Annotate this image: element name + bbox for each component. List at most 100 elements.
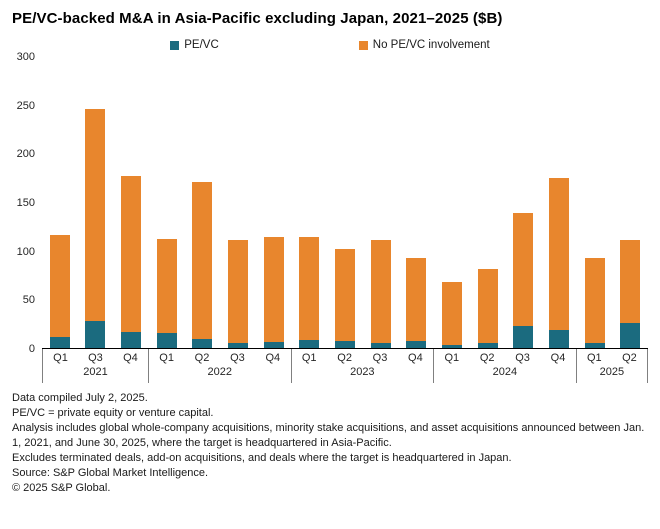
quarter-label: Q3 <box>372 352 388 364</box>
footnote-line: Source: S&P Global Market Intelligence. <box>12 467 209 479</box>
bar-2025-q1 <box>584 258 605 348</box>
bar-2024-q1 <box>441 281 462 348</box>
year-label: 2025 <box>599 366 625 378</box>
segment-no-pevc <box>299 237 320 341</box>
x-axis-group: Q1 Q2 2025 <box>577 349 649 383</box>
segment-no-pevc <box>441 281 462 346</box>
segment-pevc <box>406 341 427 348</box>
segment-no-pevc <box>370 239 391 344</box>
segment-no-pevc <box>156 239 177 334</box>
bar-2023-q4 <box>406 258 427 348</box>
segment-pevc <box>263 342 284 348</box>
segment-pevc <box>548 330 569 348</box>
legend-item: No PE/VC involvement <box>358 39 490 51</box>
quarter-label: Q2 <box>337 352 352 364</box>
x-axis-group: Q1 Q2 Q3 Q4 2024 <box>434 349 577 383</box>
bar-2022-q1 <box>156 239 177 348</box>
segment-pevc <box>156 333 177 348</box>
segment-no-pevc <box>121 175 142 333</box>
bar-2023-q3 <box>370 239 391 348</box>
y-tick-label: 0 <box>28 343 35 355</box>
legend-swatch-icon <box>170 40 180 50</box>
quarter-label: Q2 <box>194 352 210 364</box>
chart-title: PE/VC-backed M&A in Asia-Pacific excludi… <box>12 10 503 27</box>
segment-no-pevc <box>263 237 284 343</box>
footnote-line: PE/VC = private equity or venture capita… <box>12 407 214 419</box>
quarter-label: Q1 <box>444 352 460 364</box>
year-group-2024: Q1 Q2 Q3 Q4 2024 <box>434 57 577 383</box>
quarter-label: Q3 <box>515 352 530 364</box>
segment-no-pevc <box>85 108 106 321</box>
segment-no-pevc <box>228 239 249 344</box>
segment-no-pevc <box>334 248 355 342</box>
legend-label: PE/VC <box>184 39 219 51</box>
footnote-line: Excludes terminated deals, add-on acquis… <box>12 452 512 464</box>
year-group-2021: Q1 Q3 Q4 2021 <box>42 57 149 383</box>
quarter-label-row: Q1 Q3 Q4 <box>43 352 148 365</box>
quarter-label: Q4 <box>550 352 566 364</box>
year-group-2023: Q1 Q2 Q3 Q4 2023 <box>291 57 435 383</box>
x-axis-group: Q1 Q2 Q3 Q4 2023 <box>292 349 435 383</box>
segment-no-pevc <box>620 239 641 323</box>
bar-2024-q3 <box>513 212 534 348</box>
bar-2021-q4 <box>121 175 142 348</box>
bar-2022-q4 <box>263 237 284 348</box>
y-tick-label: 300 <box>16 51 35 63</box>
footnote-line: Data compiled July 2, 2025. <box>12 392 148 404</box>
bar-2022-q2 <box>192 181 213 348</box>
segment-pevc <box>334 341 355 348</box>
y-tick-label: 50 <box>22 294 35 307</box>
y-tick-label: 200 <box>16 148 35 161</box>
quarter-label: Q1 <box>301 352 317 364</box>
bars-row <box>42 57 149 349</box>
segment-pevc <box>49 337 70 348</box>
x-axis-group: Q1 Q2 Q3 Q4 2022 <box>149 349 292 383</box>
quarter-label: Q3 <box>88 352 103 364</box>
quarter-label: Q4 <box>265 352 281 364</box>
quarter-label-row: Q1 Q2 Q3 Q4 <box>149 352 291 365</box>
quarter-label: Q3 <box>230 352 245 364</box>
bar-2021-q1 <box>49 235 70 348</box>
footnote-line: Analysis includes global whole-company a… <box>12 422 645 449</box>
footnotes: Data compiled July 2, 2025. PE/VC = priva… <box>12 391 648 496</box>
quarter-label: Q1 <box>586 352 602 364</box>
legend-label: No PE/VC involvement <box>372 39 490 51</box>
y-tick-label: 150 <box>16 197 35 209</box>
y-axis: 0 50 100 150 200 250 300 <box>12 51 42 355</box>
year-label: 2021 <box>83 366 108 378</box>
segment-pevc <box>477 343 498 348</box>
quarter-label: Q1 <box>53 352 68 364</box>
segment-no-pevc <box>584 258 605 344</box>
quarter-label-row: Q1 Q2 <box>577 352 647 365</box>
segment-no-pevc <box>406 258 427 342</box>
chart-legend: PE/VC No PE/VC involvement <box>12 39 648 51</box>
segment-pevc <box>121 332 142 348</box>
quarter-label: Q2 <box>622 352 637 364</box>
quarter-label: Q2 <box>479 352 495 364</box>
x-axis-group: Q1 Q3 Q4 2021 <box>42 349 149 383</box>
legend-swatch-icon <box>358 40 368 50</box>
segment-pevc <box>192 339 213 348</box>
bar-2021-q3 <box>85 108 106 348</box>
year-label: 2022 <box>207 366 232 378</box>
year-label: 2023 <box>350 366 375 378</box>
bar-2024-q2 <box>477 269 498 348</box>
quarter-label-row: Q1 Q2 Q3 Q4 <box>434 352 576 365</box>
bar-2022-q3 <box>228 239 249 348</box>
year-group-2022: Q1 Q2 Q3 Q4 2022 <box>148 57 292 383</box>
chart-area: 0 50 100 150 200 250 300 Q1 Q3 Q4 2021 Q1 Q2 Q3 Q4 202… <box>12 51 649 383</box>
segment-pevc <box>620 322 641 348</box>
legend-item: PE/VC <box>170 39 219 51</box>
quarter-label: Q1 <box>159 352 174 364</box>
plot-area: Q1 Q3 Q4 2021 Q1 Q2 Q3 Q4 2022 Q1 Q2 Q3 Q4 2023 Q1 Q2 Q3… <box>42 57 649 383</box>
segment-pevc <box>85 320 106 348</box>
segment-no-pevc <box>49 235 70 338</box>
quarter-label: Q4 <box>123 352 138 364</box>
year-label: 2024 <box>492 366 518 378</box>
segment-pevc <box>513 325 534 348</box>
segment-pevc <box>441 345 462 348</box>
segment-no-pevc <box>513 212 534 326</box>
quarter-label: Q4 <box>408 352 423 364</box>
footnote-line: © 2025 S&P Global. <box>12 482 111 494</box>
